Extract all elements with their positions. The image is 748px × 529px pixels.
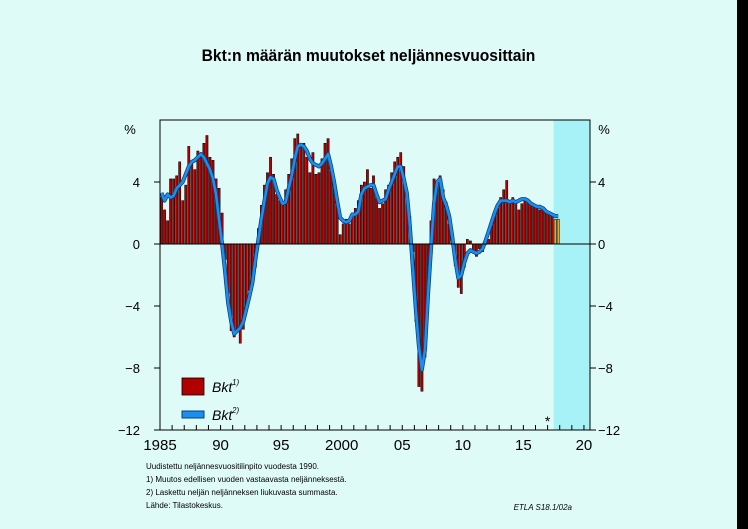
bar [529, 203, 533, 245]
y-tick-label-right: 4 [598, 175, 605, 190]
bar [244, 243, 248, 307]
bar [508, 203, 512, 245]
bar [544, 212, 548, 245]
y-axis-unit-right: % [598, 122, 610, 137]
bar [505, 180, 509, 245]
bar [269, 156, 272, 245]
forecast-band [553, 120, 590, 430]
y-tick-label-right: −8 [598, 361, 613, 376]
bar [378, 208, 381, 245]
x-tick-label: 1985 [143, 437, 176, 454]
bar [205, 135, 209, 245]
bar [190, 163, 194, 245]
legend-swatch-bar [181, 377, 205, 396]
bar [187, 146, 191, 245]
bar [496, 208, 500, 245]
legend-superscript: 2) [231, 406, 239, 415]
bar [538, 209, 542, 245]
bar [375, 197, 378, 245]
chart-title: Bkt:n määrän muutokset neljännesvuositta… [201, 46, 536, 65]
y-tick-label-right: −4 [598, 299, 613, 314]
y-tick-label-left: 0 [133, 237, 140, 252]
bar [169, 178, 172, 245]
note-1: 1) Muutos edellisen vuoden vastaavasta n… [146, 475, 347, 484]
bar [199, 156, 203, 245]
bar [320, 158, 324, 245]
bar [314, 174, 318, 245]
bar [329, 170, 333, 245]
bar [184, 184, 188, 245]
bar [196, 150, 200, 245]
bar [526, 200, 530, 245]
bar [511, 197, 515, 245]
bar [541, 209, 545, 245]
x-tick-label: 05 [394, 437, 411, 454]
y-tick-label-left: −8 [125, 361, 140, 376]
bar [532, 206, 536, 245]
x-tick-label: 90 [212, 437, 229, 454]
chart-code: ETLA S18.1/02a [513, 503, 572, 512]
bar [535, 208, 539, 245]
bar [502, 189, 506, 245]
bar [308, 172, 312, 245]
bar [369, 187, 372, 245]
bar [275, 194, 278, 245]
bar [302, 143, 306, 245]
bar [178, 161, 182, 245]
bar [311, 152, 315, 245]
y-tick-label-right: −12 [598, 423, 620, 438]
bar [347, 223, 351, 245]
moving-average-line [160, 143, 559, 371]
x-tick-label: 10 [454, 437, 471, 454]
bar [556, 218, 560, 245]
bar [514, 203, 518, 245]
legend-label: Bkt [212, 379, 233, 395]
bar [465, 239, 469, 245]
bar [341, 223, 345, 245]
x-tick-label: 15 [515, 437, 532, 454]
y-tick-label-left: −4 [125, 299, 140, 314]
y-axis-unit-left: % [124, 122, 136, 137]
bar [163, 209, 166, 245]
bar [317, 172, 321, 245]
bar [166, 220, 169, 245]
bar [305, 156, 309, 245]
bar [547, 214, 551, 245]
bar [366, 169, 369, 245]
y-tick-label-left: 4 [133, 175, 140, 190]
bar [278, 200, 281, 245]
forecast-marker: * [545, 413, 551, 429]
bar [181, 200, 185, 245]
bar [235, 243, 239, 330]
note-2: 2) Laskettu neljän neljänneksen liukuvas… [146, 488, 338, 497]
y-tick-label-left: −12 [118, 423, 140, 438]
plot-frame [159, 119, 591, 431]
legend-swatch-line [181, 410, 205, 419]
y-tick-label-right: 0 [598, 237, 605, 252]
legend-label: Bkt [212, 407, 233, 423]
legend-superscript: 1) [232, 378, 239, 387]
bar [381, 203, 384, 245]
bar [160, 197, 163, 245]
bar [517, 209, 521, 245]
note-main: Uudistettu neljännesvuositilinpito vuode… [146, 462, 320, 471]
x-tick-label: 2000 [325, 437, 358, 454]
x-tick-label: 20 [576, 437, 593, 454]
bar [299, 146, 303, 245]
bar [193, 169, 197, 245]
bar [338, 234, 342, 245]
source-note: Lähde: Tilastokeskus. [146, 501, 223, 510]
bar [247, 243, 251, 291]
bar [523, 198, 527, 245]
footnotes: Uudistettu neljännesvuositilinpito vuode… [146, 460, 347, 512]
bar [553, 218, 557, 245]
bar [520, 203, 524, 245]
bar [550, 215, 554, 245]
bar [478, 243, 481, 249]
x-tick-label: 95 [273, 437, 290, 454]
bar [281, 203, 285, 245]
